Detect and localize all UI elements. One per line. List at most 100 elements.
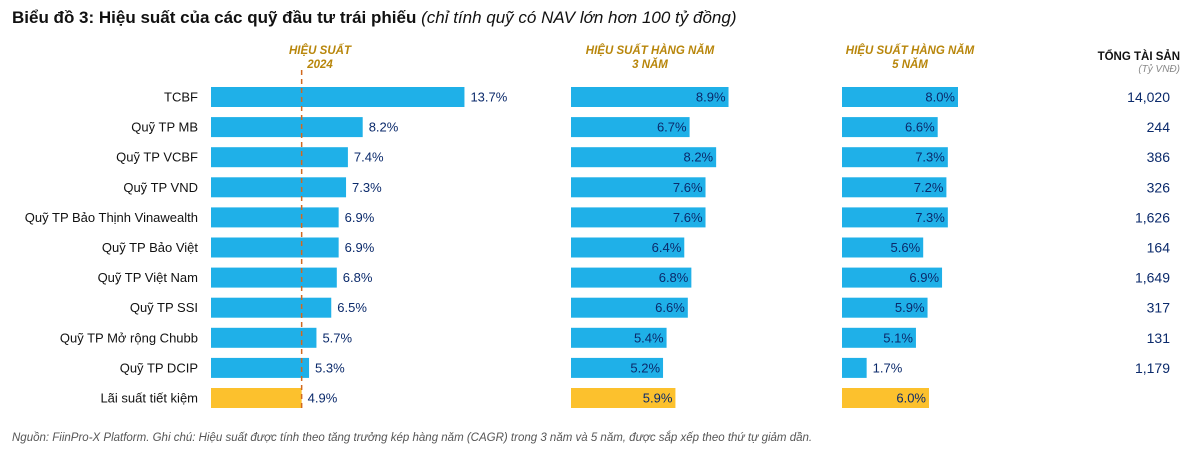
category-label: Quỹ TP DCIP xyxy=(120,360,198,375)
total-assets-value: 1,649 xyxy=(1135,270,1170,286)
category-label: Quỹ TP MB xyxy=(131,120,198,135)
header-annual-3y-line2: 3 NĂM xyxy=(632,59,668,71)
bar-annual-5y xyxy=(842,117,938,138)
value-label-annual-5y: 1.7% xyxy=(873,360,903,375)
value-label-annual-3y: 7.6% xyxy=(673,180,703,195)
bar-perf-2024 xyxy=(211,237,339,258)
bar-annual-5y xyxy=(842,207,948,228)
value-label-perf-2024: 4.9% xyxy=(308,391,338,406)
header-annual-5y: HIỆU SUẤT HÀNG NĂM 5 NĂM xyxy=(820,44,1000,72)
bar-annual-5y xyxy=(842,267,943,288)
value-label-perf-2024: 6.5% xyxy=(337,300,367,315)
total-assets-value: 326 xyxy=(1147,179,1171,195)
value-label-annual-3y: 8.9% xyxy=(696,90,726,105)
bar-perf-2024 xyxy=(211,87,465,107)
bar-annual-3y xyxy=(571,237,685,258)
value-label-annual-3y: 7.6% xyxy=(673,210,703,225)
bar-annual-3y xyxy=(571,177,706,198)
header-perf-2024-line2: 2024 xyxy=(307,59,333,71)
header-annual-3y: HIỆU SUẤT HÀNG NĂM 3 NĂM xyxy=(560,44,740,72)
value-label-perf-2024: 6.9% xyxy=(345,240,375,255)
total-assets-value: 131 xyxy=(1147,330,1171,346)
bar-annual-5y xyxy=(842,237,924,258)
bar-perf-2024 xyxy=(211,327,317,348)
bar-perf-2024 xyxy=(211,267,337,288)
value-label-annual-3y: 6.6% xyxy=(655,300,685,315)
bar-perf-2024 xyxy=(211,357,310,378)
value-label-perf-2024: 7.3% xyxy=(352,180,382,195)
value-label-annual-3y: 5.4% xyxy=(634,330,664,345)
bar-annual-3y xyxy=(571,297,688,318)
value-label-perf-2024: 5.7% xyxy=(322,330,352,345)
value-label-perf-2024: 8.2% xyxy=(369,120,399,135)
bar-perf-2024 xyxy=(211,297,332,318)
category-label: Lãi suất tiết kiệm xyxy=(100,391,198,406)
bar-perf-2024 xyxy=(211,388,302,408)
category-label: Quỹ TP Bảo Việt xyxy=(102,240,199,255)
header-annual-5y-line1: HIỆU SUẤT HÀNG NĂM xyxy=(845,45,975,57)
total-assets-value: 1,626 xyxy=(1135,209,1170,225)
bar-annual-5y xyxy=(842,357,867,378)
value-label-annual-3y: 6.7% xyxy=(657,120,687,135)
value-label-perf-2024: 6.8% xyxy=(343,270,373,285)
total-assets-value: 164 xyxy=(1147,240,1171,256)
bar-annual-5y xyxy=(842,327,916,348)
category-label: Quỹ TP Việt Nam xyxy=(98,270,198,285)
header-annual-3y-line1: HIỆU SUẤT HÀNG NĂM xyxy=(585,45,715,57)
chart-title-note: (chỉ tính quỹ có NAV lớn hơn 100 tỷ đồng… xyxy=(421,8,737,27)
value-label-perf-2024: 6.9% xyxy=(345,210,375,225)
header-perf-2024-line1: HIỆU SUẤT xyxy=(289,45,351,57)
value-label-annual-5y: 5.6% xyxy=(891,240,921,255)
total-assets-value: 14,020 xyxy=(1127,89,1170,105)
bar-annual-5y xyxy=(842,147,948,168)
bar-perf-2024 xyxy=(211,207,339,228)
value-label-annual-5y: 7.3% xyxy=(915,150,945,165)
bar-annual-5y xyxy=(842,297,928,318)
value-label-annual-5y: 6.9% xyxy=(909,270,939,285)
total-assets-value: 1,179 xyxy=(1135,360,1170,376)
category-label: TCBF xyxy=(164,90,198,105)
chart-title: Biểu đồ 3: Hiệu suất của các quỹ đầu tư … xyxy=(12,8,736,28)
bar-annual-5y xyxy=(842,177,947,198)
value-label-annual-5y: 6.0% xyxy=(896,391,926,406)
bar-annual-5y xyxy=(842,388,929,408)
value-label-annual-3y: 8.2% xyxy=(683,150,713,165)
category-label: Quỹ TP VCBF xyxy=(116,150,198,165)
header-total-assets-unit: (Tỷ VNĐ) xyxy=(1138,64,1180,75)
bar-annual-3y xyxy=(571,87,729,107)
bar-annual-3y xyxy=(571,117,690,138)
bar-perf-2024 xyxy=(211,117,363,138)
bar-perf-2024 xyxy=(211,147,348,168)
bar-annual-3y xyxy=(571,147,717,168)
chart-title-main: Biểu đồ 3: Hiệu suất của các quỹ đầu tư … xyxy=(12,8,417,27)
value-label-annual-5y: 8.0% xyxy=(925,90,955,105)
category-label: Quỹ TP VND xyxy=(123,180,198,195)
bar-annual-3y xyxy=(571,267,692,288)
header-total-assets: TỔNG TÀI SẢN xyxy=(1097,51,1180,63)
value-label-annual-5y: 5.1% xyxy=(883,330,913,345)
bar-annual-3y xyxy=(571,357,664,378)
value-label-annual-3y: 6.4% xyxy=(652,240,682,255)
value-label-annual-5y: 6.6% xyxy=(905,120,935,135)
footnote: Nguồn: FiinPro-X Platform. Ghi chú: Hiệu… xyxy=(12,432,813,444)
category-label: Quỹ TP Mở rộng Chubb xyxy=(60,330,198,345)
value-label-perf-2024: 5.3% xyxy=(315,360,345,375)
bar-annual-3y xyxy=(571,388,676,408)
bar-perf-2024 xyxy=(211,177,347,198)
bar-annual-3y xyxy=(571,327,667,348)
header-perf-2024: HIỆU SUẤT 2024 xyxy=(240,44,400,72)
value-label-annual-3y: 5.9% xyxy=(643,391,673,406)
total-assets-value: 244 xyxy=(1147,119,1171,135)
value-label-annual-5y: 7.2% xyxy=(914,180,944,195)
value-label-annual-5y: 5.9% xyxy=(895,300,925,315)
bar-annual-3y xyxy=(571,207,706,228)
total-assets-value: 317 xyxy=(1147,300,1171,316)
value-label-annual-3y: 6.8% xyxy=(659,270,689,285)
value-label-annual-3y: 5.2% xyxy=(630,360,660,375)
category-label: Quỹ TP Bảo Thịnh Vinawealth xyxy=(25,210,198,225)
category-label: Quỹ TP SSI xyxy=(130,300,198,315)
value-label-annual-5y: 7.3% xyxy=(915,210,945,225)
header-annual-5y-line2: 5 NĂM xyxy=(892,59,928,71)
value-label-perf-2024: 13.7% xyxy=(470,90,507,105)
